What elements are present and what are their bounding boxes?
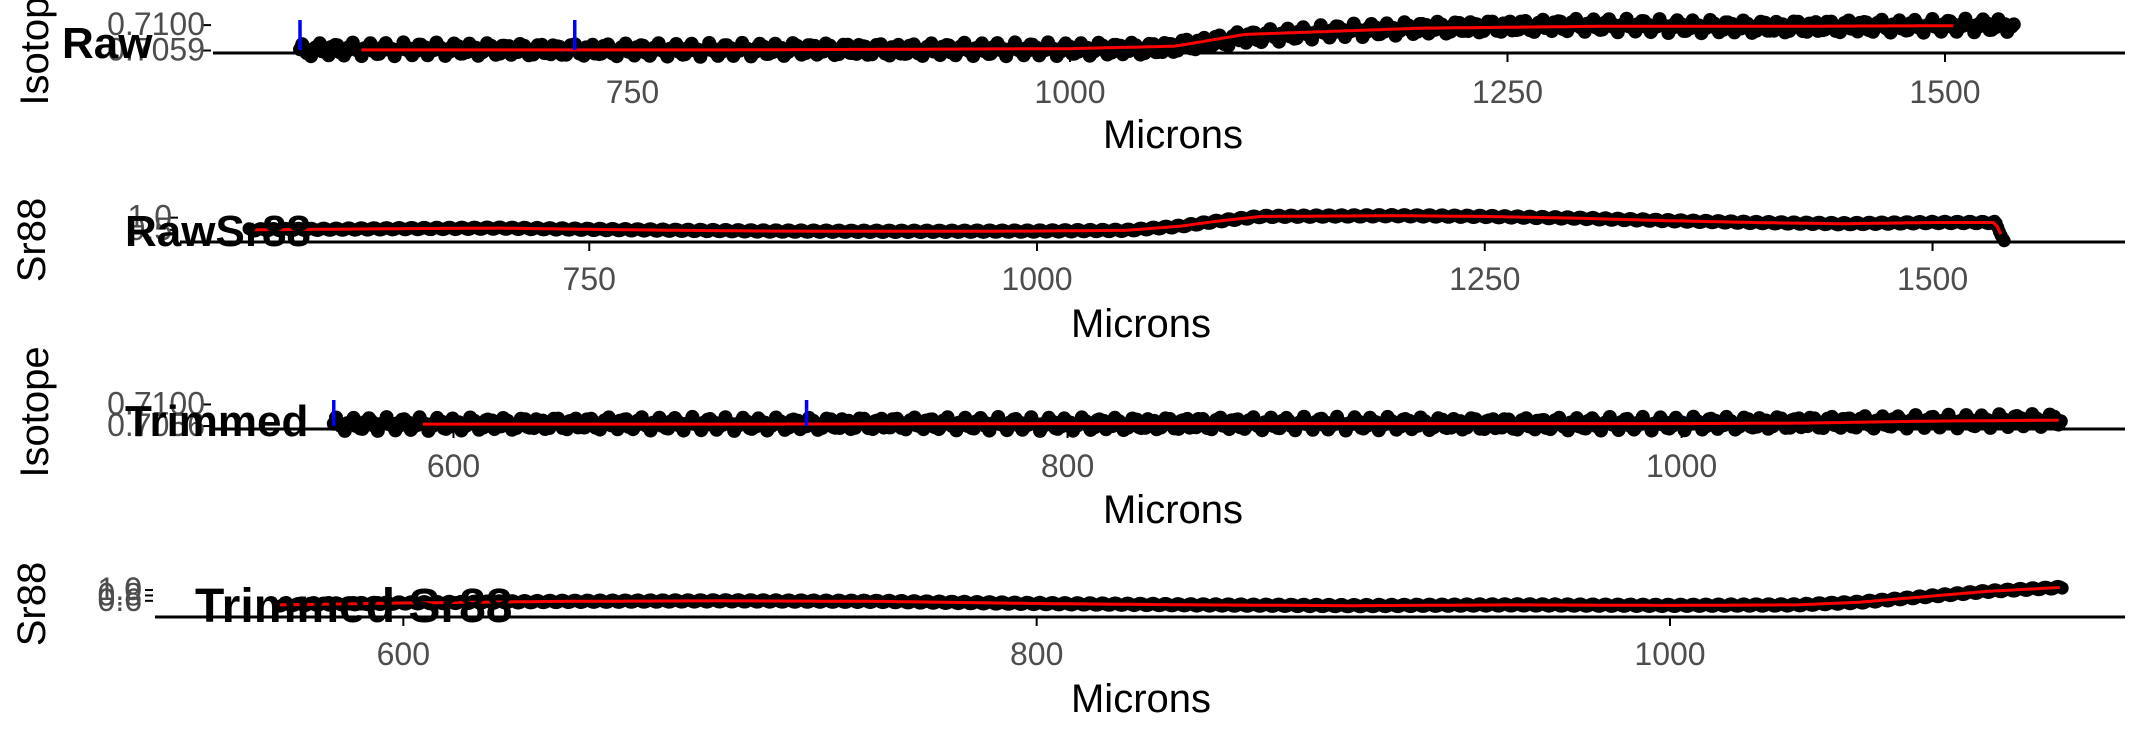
panel-title: RawSr88	[125, 207, 311, 256]
x-tick-label: 1500	[1897, 261, 1968, 297]
x-axis-title: Microns	[1071, 302, 1211, 346]
y-tick-label: 1.0	[128, 199, 172, 235]
x-tick-label: 600	[377, 636, 430, 672]
y-tick-label: 0.7100	[107, 385, 205, 421]
data-point	[2006, 17, 2021, 32]
x-axis-title: Microns	[1103, 113, 1243, 157]
x-tick-label: 800	[1010, 636, 1063, 672]
y-tick-label: 0.8	[98, 576, 142, 612]
data-points	[293, 11, 2021, 64]
data-points	[273, 579, 2069, 614]
panel-4: 0.60.81.0 600 800 1000 Trimmed Sr88 Microns Sr…	[10, 562, 2125, 721]
trend-line	[422, 418, 2059, 426]
y-tick-label: 1.0	[98, 571, 142, 607]
x-tick-label: 1000	[1646, 448, 1717, 484]
trend-line	[249, 214, 2003, 235]
x-tick-label: 750	[606, 74, 659, 110]
x-tick-label: 1000	[1634, 636, 1705, 672]
x-tick-label: 1500	[1909, 74, 1980, 110]
y-tick-label: 0.7100	[107, 6, 205, 42]
x-tick-label: 800	[1041, 448, 1094, 484]
y-tick-label: 0.6	[98, 582, 142, 618]
data-point	[1997, 234, 2011, 248]
x-tick-label: 1000	[1001, 261, 1072, 297]
panel-title: Raw	[62, 19, 153, 68]
panel-2: 0.51.0 750 1000 1250 1500 RawSr88 Microns Sr88	[10, 198, 2125, 346]
x-axis-title: Microns	[1103, 488, 1243, 532]
x-tick-label: 1250	[1472, 74, 1543, 110]
x-tick-label: 750	[563, 261, 616, 297]
x-tick-label: 1250	[1449, 261, 1520, 297]
y-axis-title: Sr88	[10, 198, 54, 283]
data-point	[2053, 414, 2068, 429]
y-axis-title: Sr88	[10, 562, 54, 647]
x-tick-label: 1000	[1034, 74, 1105, 110]
y-tick-label: 0.5	[128, 211, 172, 247]
trend-line	[279, 586, 2060, 608]
y-tick-label: 0.7059	[107, 32, 205, 68]
y-tick-label: 0.7056	[107, 407, 205, 443]
data-point	[2055, 581, 2069, 595]
panel-title: Trimmed	[125, 397, 308, 446]
trend-line	[361, 24, 1954, 52]
y-axis-title: Isotope	[13, 0, 57, 106]
x-tick-label: 600	[427, 448, 480, 484]
panel-title: Trimmed Sr88	[195, 580, 512, 633]
x-axis-title: Microns	[1071, 677, 1211, 721]
y-axis-title: Isotope	[13, 346, 57, 477]
